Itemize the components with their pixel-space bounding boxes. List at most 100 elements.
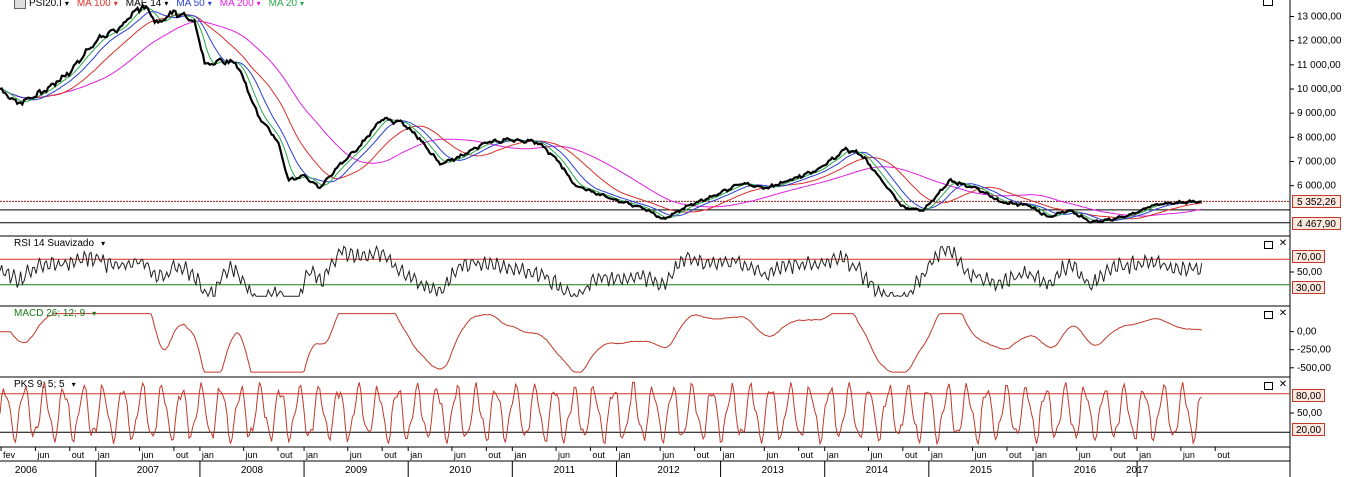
legend-caret-icon[interactable]: ▾ [256,0,261,9]
legend-caret-icon[interactable]: ▾ [64,0,69,9]
month-label: out [1217,450,1230,460]
legend-caret-icon[interactable]: ▾ [101,239,106,248]
legend-item-ma200[interactable]: MA 200 [219,0,254,10]
pks-legend-label: PKS 9; 5; 5 [14,379,65,390]
month-label: jan [1138,450,1151,460]
rsi-maximize-button[interactable] [1264,241,1273,249]
year-label: 2006 [15,465,38,476]
macd-legend-label: MACD 26; 12; 9 [14,308,86,319]
month-label: jun [453,450,466,460]
month-label: jan [617,450,630,460]
rsi-line [0,244,1203,298]
price-tick-label: 8 000,00 [1297,132,1336,143]
ma20-line [0,7,1202,222]
month-label: jun [141,450,154,460]
macd-tick-label: -500,00 [1297,363,1331,374]
ma200-line [0,20,1202,217]
month-label: out [176,450,189,460]
main-pane-restore-button[interactable] [1263,0,1273,6]
year-label: 2013 [762,465,785,476]
legend-item-price[interactable]: PSI20.I [29,0,62,10]
month-label: jun [557,450,570,460]
legend-caret-icon[interactable]: ▾ [164,0,169,9]
price-tick-label: 6 000,00 [1297,181,1336,192]
pks-lower-label: 20,00 [1292,423,1326,436]
rsi-legend-label: RSI 14 Suavizado [14,238,95,249]
year-label: 2014 [866,465,889,476]
month-label: jan [826,450,839,460]
month-label: jun [1078,450,1091,460]
macd-tick-label: 0,00 [1297,327,1317,338]
month-label: jan [97,450,110,460]
month-label: out [592,450,605,460]
year-label: 2011 [554,465,576,476]
year-label: 2016 [1074,465,1097,476]
month-label: out [488,450,501,460]
month-label: out [384,450,397,460]
low-price-label: 4 467,90 [1292,217,1341,230]
price-tick-label: 9 000,00 [1297,108,1336,119]
main-legend: PSI20.I ▾ MA 100 ▾ MAE 14 ▾ MA 50 ▾ MA 200 ▾ MA 20… [14,0,310,9]
month-label: jan [409,450,422,460]
rsi-close-button[interactable]: ✕ [1278,238,1288,249]
month-label: jan [305,450,318,460]
month-label: out [697,450,710,460]
macd-tick-label: -250,00 [1297,345,1331,356]
macd-maximize-button[interactable] [1264,311,1273,319]
legend-item-mae14[interactable]: MAE 14 [125,0,162,10]
month-label: out [1113,450,1126,460]
year-label: 2008 [241,465,264,476]
month-label: out [801,450,814,460]
price-tick-label: 13 000,00 [1297,12,1342,23]
pks-tick-label: 50,00 [1297,408,1322,419]
month-label: jan [722,450,735,460]
month-label: jun [974,450,987,460]
month-label: jan [513,450,526,460]
legend-icon[interactable] [14,0,26,9]
rsi-legend[interactable]: RSI 14 Suavizado ▾ [14,238,111,249]
macd-close-button[interactable]: ✕ [1278,308,1288,319]
year-label: 2015 [970,465,993,476]
legend-caret-icon[interactable]: ▾ [300,0,305,9]
month-label: jan [930,450,943,460]
pks-maximize-button[interactable] [1264,382,1273,390]
year-label: 2007 [137,465,160,476]
month-label: jun [349,450,362,460]
pks-close-button[interactable]: ✕ [1278,379,1288,390]
legend-item-ma100[interactable]: MA 100 [76,0,111,10]
month-label: fev [3,450,16,460]
ma50-line [0,11,1202,222]
legend-caret-icon[interactable]: ▾ [92,309,97,318]
last-price-label: 5 352,26 [1292,195,1341,208]
month-label: jun [869,450,882,460]
month-label: jun [661,450,674,460]
pks-line [0,381,1202,446]
price-tick-label: 10 000,00 [1297,84,1342,95]
ma100-line [0,13,1202,220]
macd-line [0,313,1202,373]
month-label: out [72,450,85,460]
year-label: 2009 [345,465,368,476]
price-tick-label: 7 000,00 [1297,157,1336,168]
pks-upper-label: 80,00 [1292,389,1326,402]
month-label: out [280,450,293,460]
macd-legend[interactable]: MACD 26; 12; 9 ▾ [14,308,102,319]
pks-legend[interactable]: PKS 9; 5; 5 ▾ [14,379,82,390]
legend-caret-icon[interactable]: ▾ [113,0,118,9]
legend-item-ma20[interactable]: MA 20 [268,0,298,10]
year-label: 2010 [449,465,472,476]
rsi-upper-label: 70,00 [1292,250,1326,263]
month-label: jun [36,450,49,460]
month-label: jan [1034,450,1047,460]
year-label: 2012 [657,465,680,476]
legend-item-ma50[interactable]: MA 50 [176,0,205,10]
month-label: out [1009,450,1022,460]
price-tick-label: 12 000,00 [1297,36,1342,47]
month-label: out [905,450,918,460]
legend-caret-icon[interactable]: ▾ [207,0,212,9]
month-label: jan [201,450,214,460]
price-line [0,3,1202,224]
legend-caret-icon[interactable]: ▾ [71,380,76,389]
